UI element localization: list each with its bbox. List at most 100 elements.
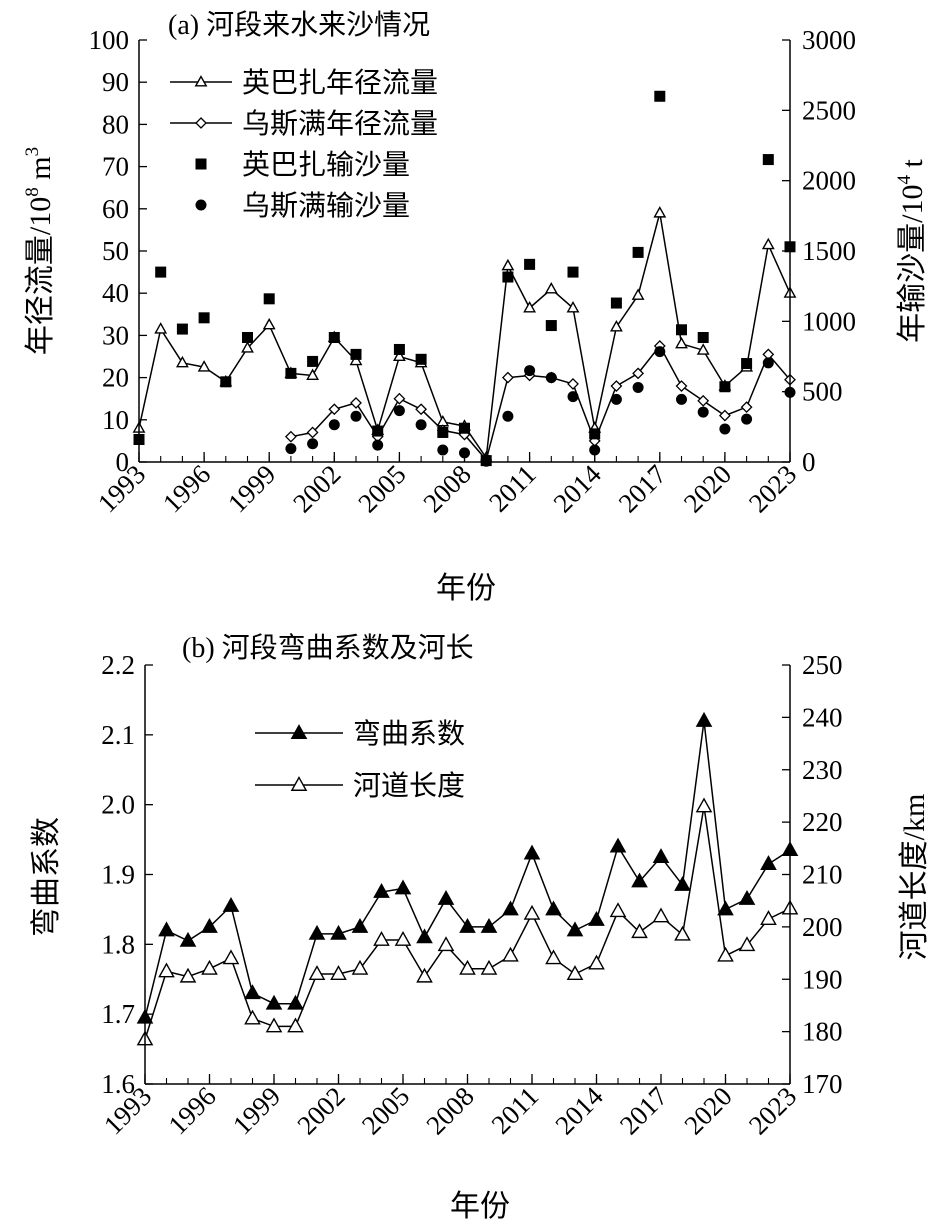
panel-b-series-1-point	[459, 917, 476, 933]
panel-b-series-2-point	[631, 923, 648, 939]
panel-b-series-1-point	[308, 924, 326, 940]
panel-a-x-tick-label: 2005	[352, 459, 411, 518]
panel-b-right-tick-label: 190	[802, 964, 843, 994]
panel-b-series-1-point	[588, 910, 605, 926]
panel-a-series-1-point	[761, 237, 775, 250]
panel-a-series-1-point	[523, 301, 537, 313]
panel-b-x-axis-label: 年份	[450, 1190, 510, 1223]
panel-b-right-tick-label: 180	[802, 1017, 843, 1047]
panel-a-series-2-point	[740, 401, 753, 414]
panel-a-series-3-point	[263, 293, 275, 305]
panel-a-series-4-point	[589, 444, 601, 456]
panel-b-series-1-point	[717, 900, 734, 916]
panel-a-series-4-point	[415, 419, 427, 431]
panel-a-legend-item-4-label: 乌斯满输沙量	[242, 190, 410, 222]
panel-a-x-tick-label: 1999	[222, 459, 281, 518]
panel-a-series-2-point	[610, 380, 623, 392]
panel-a-series-2-point	[328, 403, 341, 416]
panel-b-series-1-point	[545, 900, 562, 916]
panel-a-right-tick-label: 2500	[802, 95, 856, 125]
panel-a-series-4-point	[632, 381, 644, 393]
panel-b-y-tick-label: 1.7	[101, 999, 135, 1029]
panel-b-y-tick-label: 2.0	[101, 790, 135, 820]
panel-a-x-tick-label: 2008	[417, 459, 476, 518]
panel-b-series-2-point	[652, 907, 670, 923]
panel-a-right-axis-label: 年输沙量/104 t	[894, 159, 929, 343]
panel-b-series-1-point	[330, 924, 347, 940]
panel-b-series-2-point	[394, 931, 412, 946]
panel-a-series-4-point	[567, 391, 579, 403]
panel-a-series-4-point	[762, 357, 774, 369]
panel-a-legend-item-1-marker	[194, 75, 208, 87]
panel-a-series-4-point	[741, 413, 753, 425]
panel-b-series-2-point	[609, 902, 627, 918]
panel-a-y-tick-label: 10	[102, 405, 129, 435]
panel-b-series-2-point	[738, 936, 756, 952]
panel-b-y-tick-label: 1.9	[101, 860, 135, 890]
panel-b-legend-item-2-label: 河道长度	[353, 770, 465, 802]
panel-a-series-4-point	[307, 438, 319, 450]
panel-a-series-3-point	[567, 266, 579, 278]
panel-b-right-tick-label: 240	[802, 702, 843, 732]
panel-b-right-tick-label: 200	[802, 912, 843, 942]
panel-a-series-4-point	[524, 365, 536, 377]
panel-b-y-tick-label: 1.8	[101, 929, 135, 959]
panel-a-series-4-point	[697, 406, 709, 418]
panel-a-series-1-point	[544, 282, 558, 294]
panel-a-right-tick-label: 500	[802, 377, 843, 407]
panel-a-series-2-line	[290, 344, 791, 462]
panel-b-series-2-point	[566, 965, 584, 980]
panel-a-legend-item-4-marker	[195, 199, 207, 211]
panel-b-x-tick-label: 2008	[420, 1081, 479, 1140]
panel-b-x-tick-label: 2023	[743, 1081, 802, 1140]
panel-b-series-1-point	[244, 984, 261, 1000]
panel-b-x-tick-label: 2020	[678, 1081, 737, 1140]
panel-b-series-2-point	[717, 946, 734, 962]
panel-b-series-2-point	[437, 936, 455, 952]
panel-a-right-axis-label-exp: 4	[894, 175, 915, 185]
panel-a-y-tick-label: 50	[102, 236, 129, 266]
panel-b-x-tick-label: 2014	[549, 1081, 609, 1141]
panel-a-y-tick-label: 0	[116, 447, 130, 477]
panel-a-legend-item-3-marker	[195, 158, 207, 170]
panel-a-series-1-point	[154, 322, 168, 334]
panel-b-right-tick-label: 250	[802, 650, 843, 680]
panel-b-series-1-point	[201, 917, 218, 933]
panel-b-x-tick-label: 2011	[486, 1081, 545, 1140]
panel-a-series-3-point	[502, 271, 514, 283]
panel-a-series-1-point	[653, 206, 667, 218]
panel-b-series-1-point	[351, 917, 369, 933]
panel-a-title: (a) 河段来水来沙情况	[168, 9, 430, 41]
panel-b-x-tick-label: 2017	[614, 1081, 673, 1140]
panel-a-x-tick-label: 2002	[287, 459, 346, 518]
panel-b-legend-item-1-marker	[290, 724, 308, 739]
panel-b-x-tick-label: 1999	[227, 1081, 286, 1140]
panel-b-series-1-point	[437, 890, 455, 905]
panel-a-series-4-point	[676, 393, 687, 405]
panel-b-series-2-point	[158, 962, 175, 978]
panel-a-legend-item-1-label: 英巴扎年径流量	[242, 67, 438, 99]
panel-a-series-3-point	[437, 426, 449, 438]
panel-a-x-tick-label: 2020	[678, 459, 737, 518]
panel-b-series-1-point	[566, 921, 584, 937]
panel-a-series-3-point	[654, 90, 666, 102]
panel-b-series-1-point	[287, 994, 304, 1010]
panel-a-series-4-point	[393, 405, 405, 417]
panel-b-series-1-point	[652, 848, 670, 863]
panel-a-right-tick-label: 2000	[802, 166, 856, 196]
panel-b-series-2-point	[523, 904, 541, 920]
panel-b-series-1-point	[416, 928, 433, 944]
panel-a-series-3-point	[328, 332, 340, 344]
panel-a-series-3-point	[285, 367, 297, 379]
panel-a-series-2-point	[697, 394, 710, 407]
panel-a-series-1-point	[306, 368, 320, 381]
panel-a-series-3-point	[632, 246, 644, 258]
panel-b-series-2-point	[373, 931, 390, 946]
panel-a-right-tick-label: 0	[802, 447, 816, 477]
panel-a-right-axis-label-unit: t	[896, 159, 929, 176]
panel-a-series-4-point	[545, 372, 557, 384]
panel-a-series-2-point	[675, 380, 688, 392]
panel-a-series-2-point	[393, 392, 406, 405]
